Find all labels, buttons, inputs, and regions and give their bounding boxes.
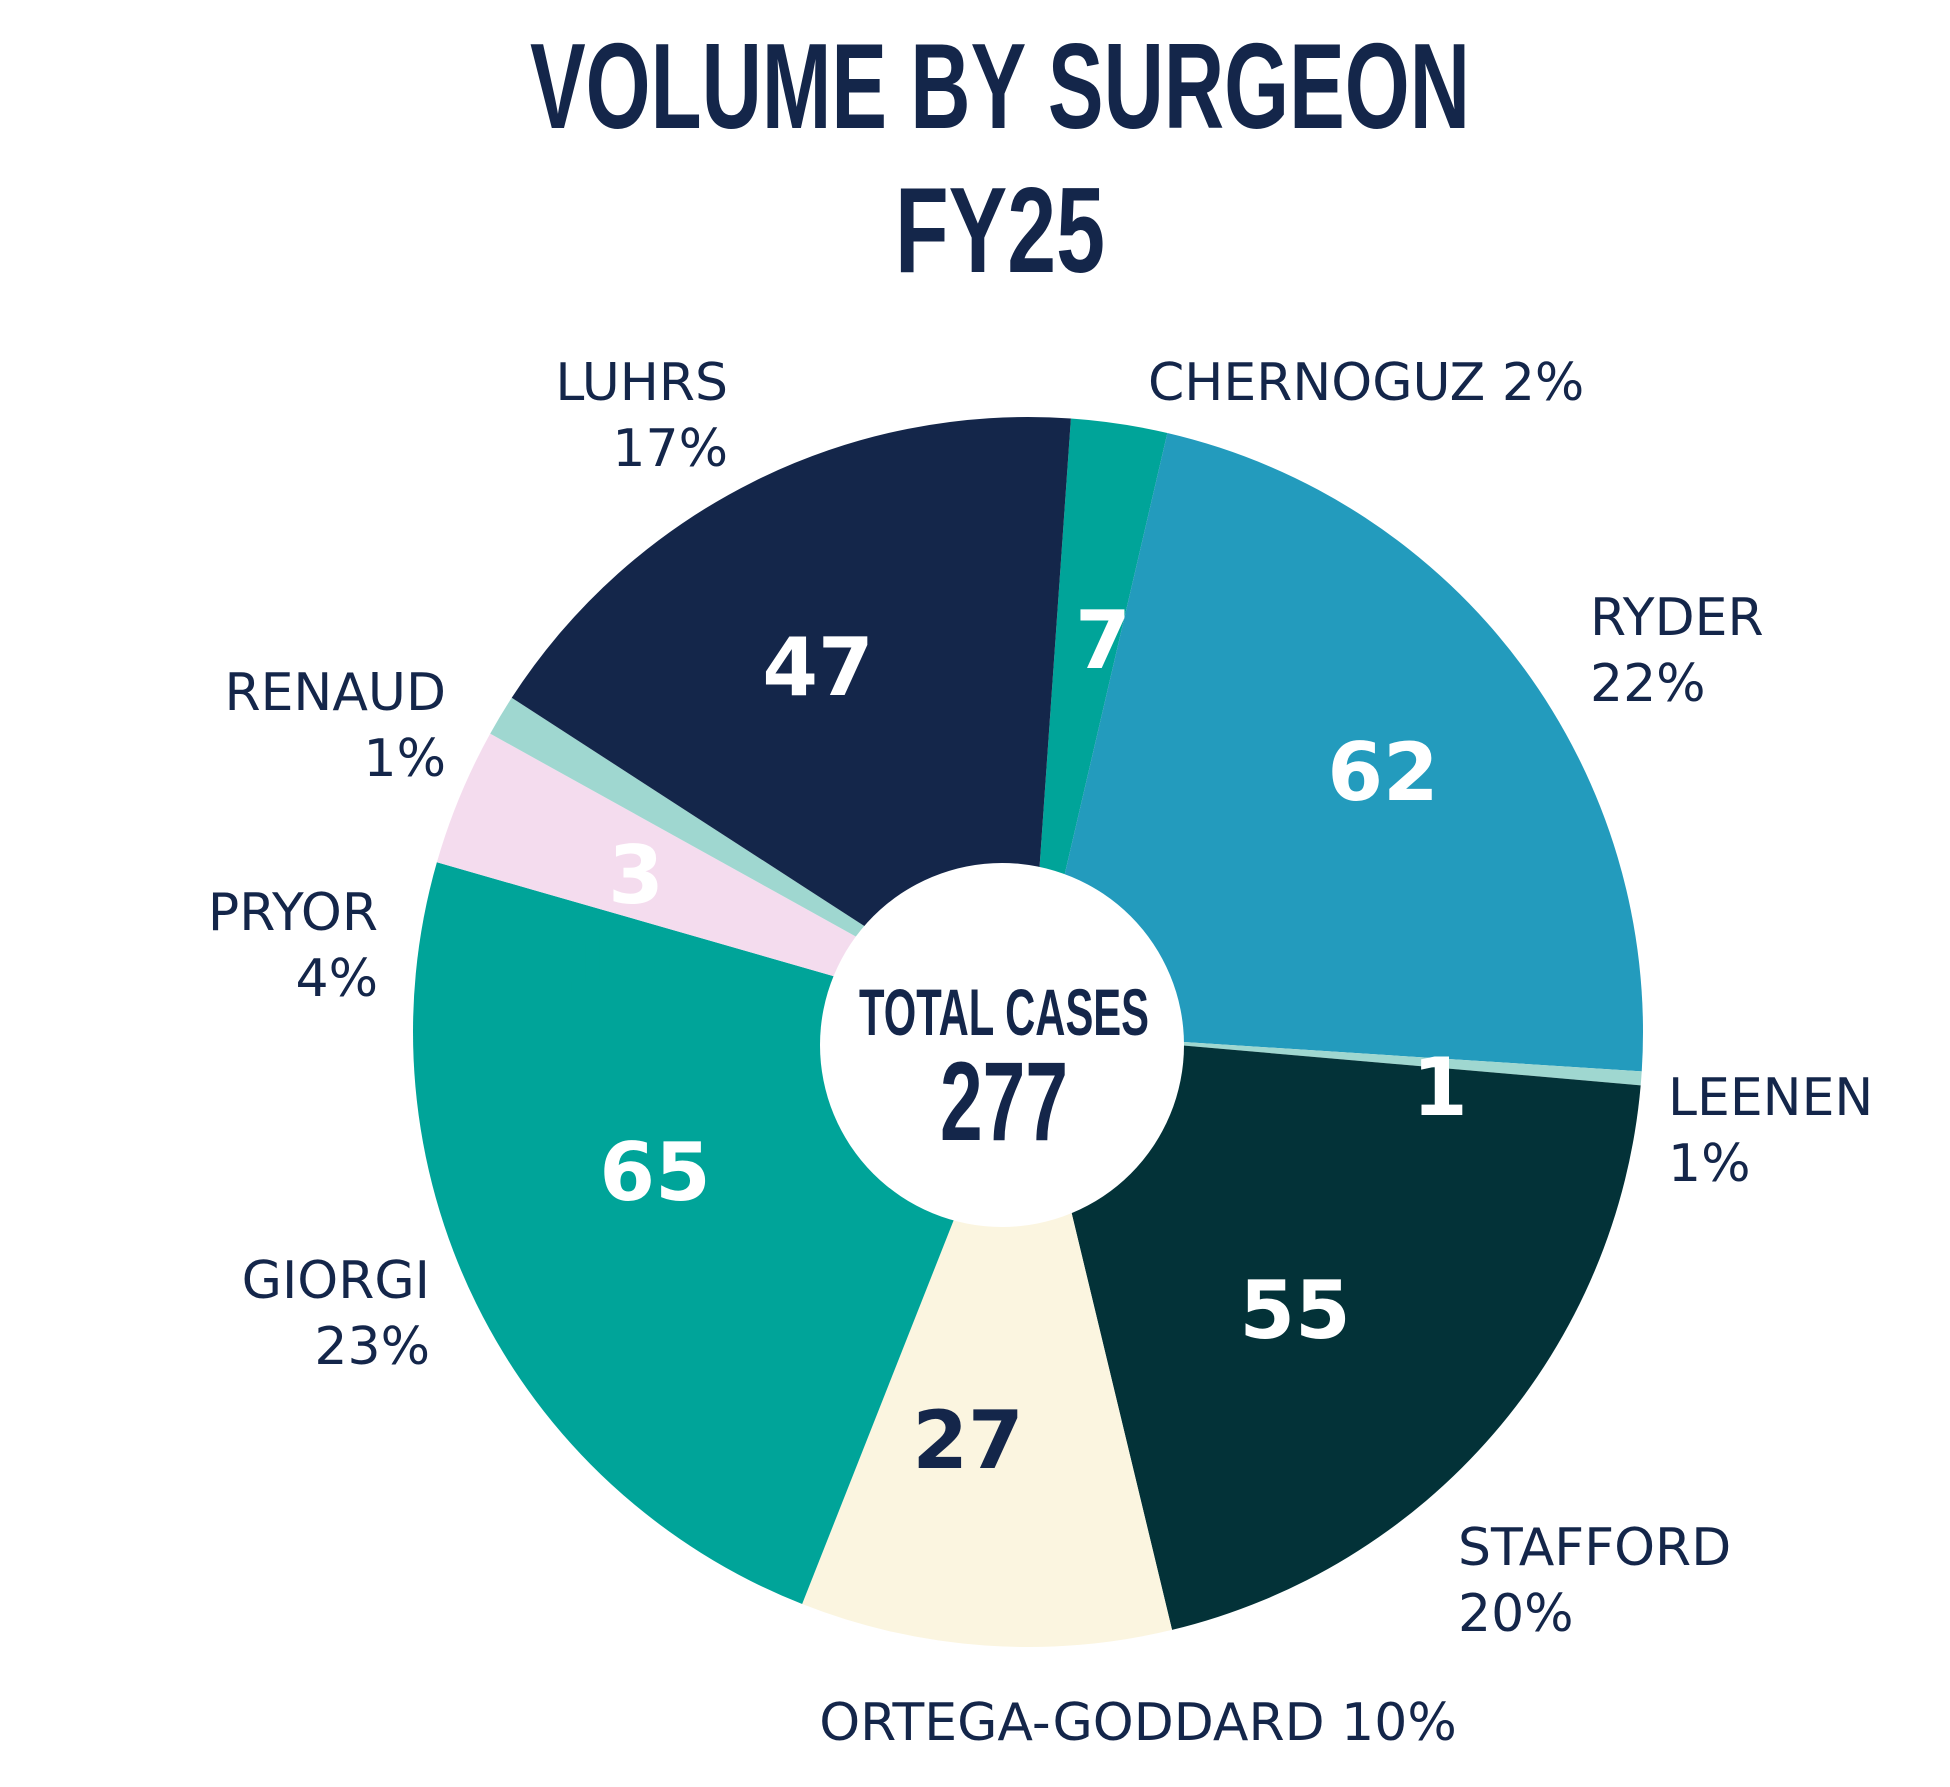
slice-name: GIORGI [242, 1251, 430, 1311]
slice-name-label: STAFFORD 20% [1458, 1518, 1731, 1644]
slice-percent: 23% [314, 1317, 430, 1377]
pie-slice-stafford [1028, 1032, 1641, 1630]
center-hole [820, 863, 1184, 1227]
slice-name-label: PRYOR 4% [208, 883, 378, 1009]
slice-percent: 1% [1668, 1134, 1751, 1194]
slice-value-label: 55 [1239, 1264, 1350, 1357]
slice-value-label: 27 [912, 1394, 1023, 1487]
chart-subtitle: FY25 [895, 162, 1105, 298]
slice-percent: 4% [296, 949, 379, 1009]
slice-name: LEENEN [1668, 1068, 1873, 1128]
slice-name: LUHRS [555, 353, 728, 413]
slice-name-label: GIORGI 23% [242, 1251, 430, 1377]
slice-name-label: RYDER 22% [1590, 588, 1764, 714]
slice-value-label: 62 [1327, 726, 1438, 819]
slice-name-label: LEENEN 1% [1668, 1068, 1873, 1194]
slice-name-label: LUHRS 17% [555, 353, 728, 479]
slice-percent: 22% [1590, 654, 1706, 714]
slice-name-label: CHERNOGUZ 2% [1148, 353, 1584, 413]
pie-slice-ryder [1028, 433, 1644, 1072]
slice-name-label: RENAUD 1% [224, 663, 446, 789]
slice-name: RYDER [1590, 588, 1764, 648]
slice-percent: 20% [1458, 1584, 1574, 1644]
slice-value-label: 10 [562, 918, 673, 1011]
center-label: TOTAL CASES [859, 975, 1149, 1049]
slice-value-label: 1 [1412, 1041, 1468, 1134]
slice-percent: 1% [364, 729, 447, 789]
slice-value-labels: 7 62 1 55 27 65 103 47 [562, 594, 1468, 1487]
slice-name-label: ORTEGA-GODDARD 10% [819, 1693, 1457, 1753]
slice-percent: 17% [612, 419, 728, 479]
chart-title: VOLUME BY SURGEON [530, 18, 1470, 154]
slice-value-label: 3 [608, 829, 664, 922]
slice-name: RENAUD [224, 663, 446, 723]
pie-slice-ortega-goddard [802, 1032, 1173, 1647]
slice-name-labels: CHERNOGUZ 2%RYDER 22%LEENEN 1%STAFFORD 20%O… [208, 353, 1874, 1753]
slice-value-label: 7 [1075, 594, 1131, 687]
center-value: 277 [940, 1039, 1068, 1164]
slice-name: STAFFORD [1458, 1518, 1731, 1578]
slice-value-label: 47 [762, 621, 873, 714]
slice-name: PRYOR [208, 883, 378, 943]
slice-value-label: 65 [599, 1126, 710, 1219]
pie-slices [413, 417, 1644, 1647]
